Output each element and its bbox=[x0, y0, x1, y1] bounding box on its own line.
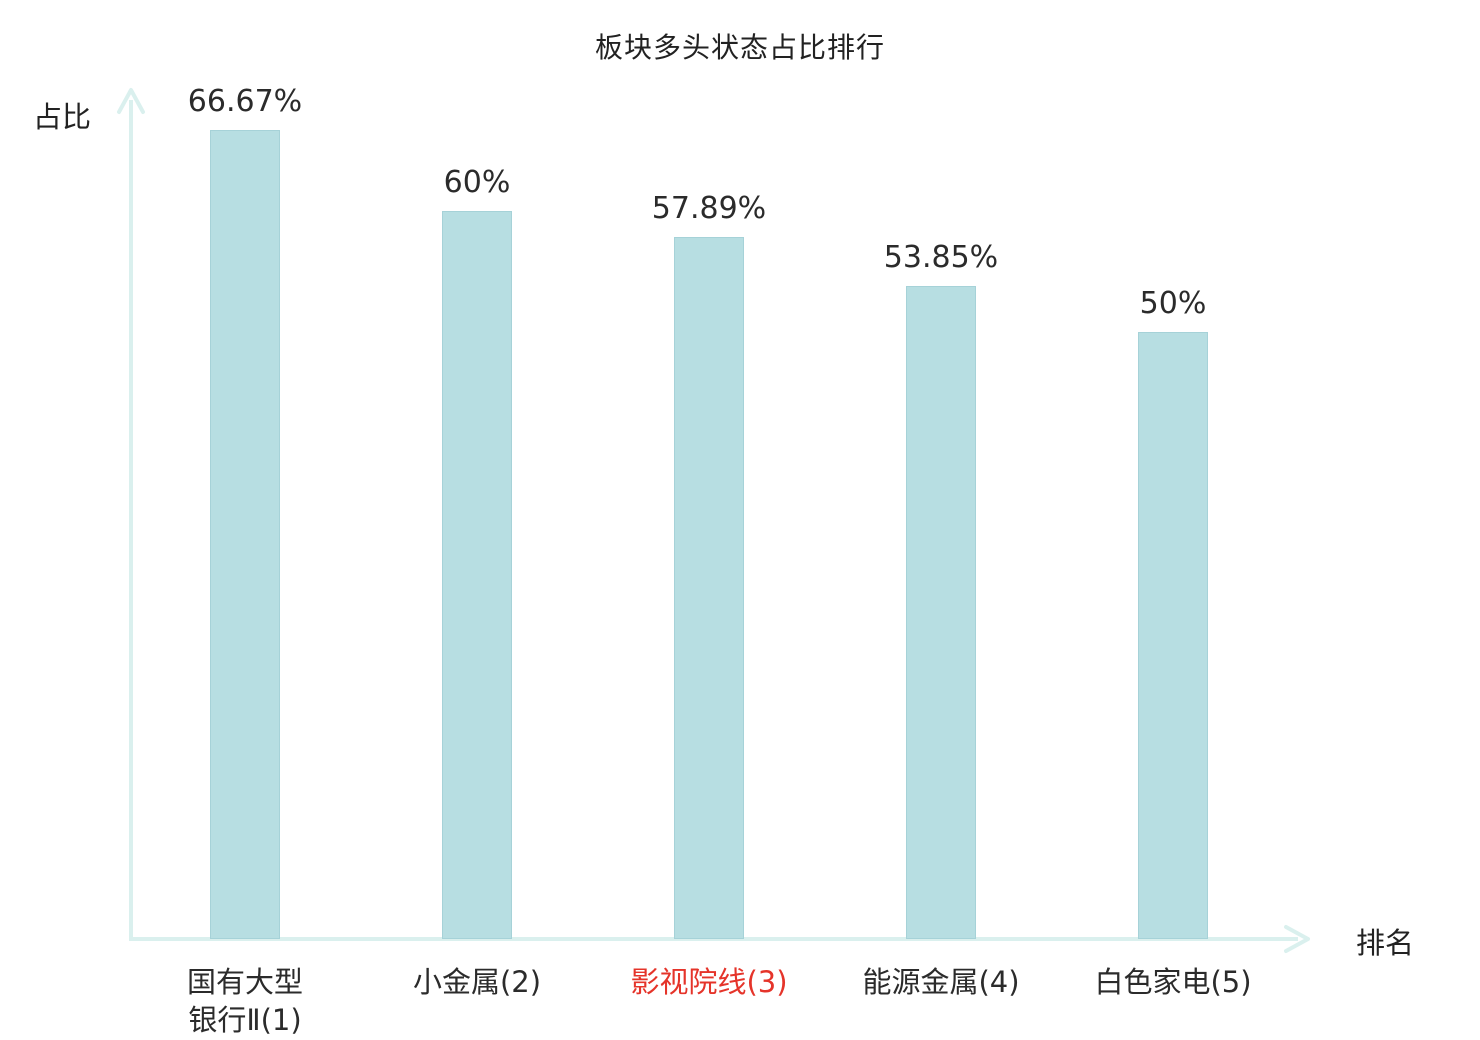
bar-value-label: 66.67% bbox=[187, 84, 303, 119]
x-tick-label: 小金属(2) bbox=[412, 965, 542, 999]
y-axis-label: 占比 bbox=[33, 100, 92, 134]
bar[interactable] bbox=[442, 211, 512, 939]
bar-value-label: 50% bbox=[1139, 286, 1207, 321]
x-tick-label: 白色家电(5) bbox=[1094, 965, 1252, 999]
chart-title: 板块多头状态占比排行 bbox=[594, 31, 885, 64]
x-tick-label: 影视院线(3) bbox=[630, 965, 788, 999]
x-axis-arrow-icon bbox=[1284, 925, 1310, 953]
bar[interactable] bbox=[674, 237, 744, 939]
x-tick-label: 能源金属(4) bbox=[862, 965, 1020, 999]
bar-value-label: 57.89% bbox=[651, 191, 767, 226]
bar[interactable] bbox=[906, 286, 976, 939]
x-axis-label: 排名 bbox=[1356, 926, 1415, 960]
bar[interactable] bbox=[210, 130, 280, 939]
bar[interactable] bbox=[1138, 332, 1208, 939]
bar-value-label: 53.85% bbox=[883, 240, 999, 275]
x-tick-label: 国有大型 银行Ⅱ(1) bbox=[186, 965, 303, 1038]
bar-value-label: 60% bbox=[443, 165, 511, 200]
